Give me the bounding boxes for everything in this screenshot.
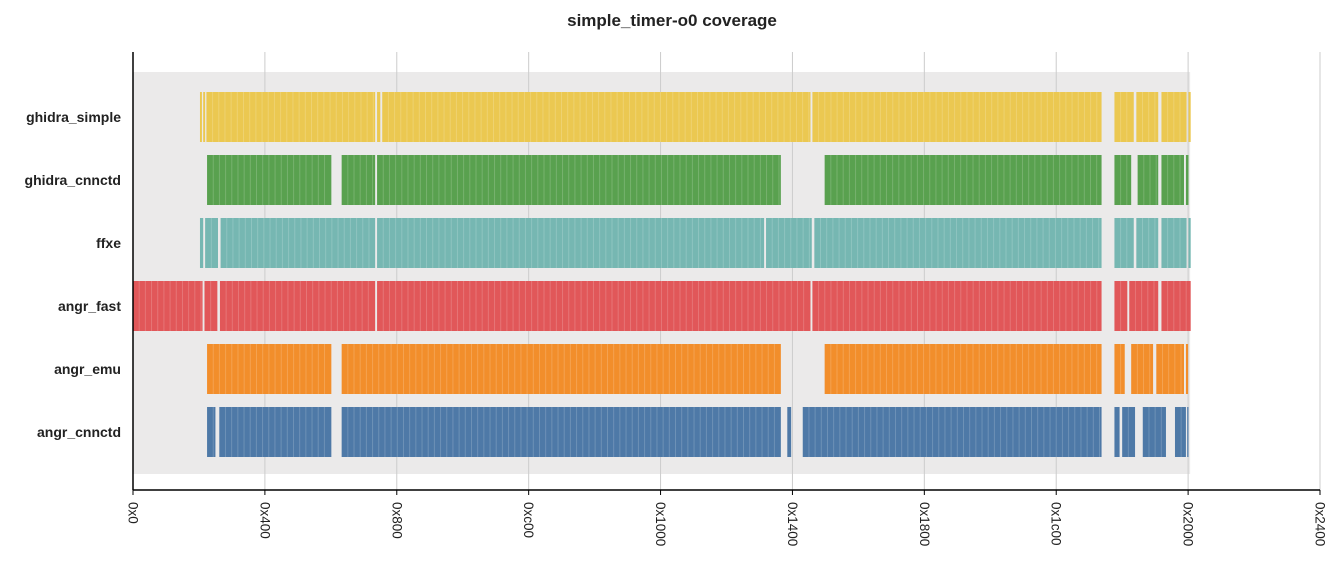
coverage-segment <box>1187 407 1189 457</box>
series-angr_cnnctd <box>207 407 1189 457</box>
coverage-segment <box>1161 218 1187 268</box>
coverage-segment <box>1188 92 1191 142</box>
coverage-segment <box>204 281 218 331</box>
coverage-segment <box>207 344 332 394</box>
coverage-segment <box>1161 281 1191 331</box>
series-ghidra_cnnctd <box>207 155 1189 205</box>
coverage-segment <box>205 218 219 268</box>
coverage-segment <box>812 281 1102 331</box>
coverage-segment <box>1136 218 1159 268</box>
coverage-segment <box>341 344 781 394</box>
coverage-segment <box>1188 218 1191 268</box>
coverage-segment <box>377 281 811 331</box>
coverage-segment <box>1142 407 1166 457</box>
coverage-segment <box>377 92 381 142</box>
coverage-segment <box>1114 344 1125 394</box>
coverage-segment <box>1174 407 1186 457</box>
chart-title: simple_timer-o0 coverage <box>567 11 777 30</box>
coverage-segment <box>207 407 216 457</box>
y-tick-label: angr_fast <box>58 298 121 314</box>
series-ffxe <box>199 218 1191 268</box>
coverage-segment <box>812 92 1102 142</box>
coverage-segment <box>824 344 1102 394</box>
x-tick-label: 0x800 <box>389 502 404 539</box>
coverage-segment <box>206 92 376 142</box>
x-tick-label: 0x0 <box>126 502 141 524</box>
coverage-segment <box>1114 218 1134 268</box>
coverage-segment <box>1136 92 1159 142</box>
x-tick-label: 0x2000 <box>1181 502 1196 546</box>
coverage-segment <box>377 155 781 205</box>
coverage-segment <box>220 218 376 268</box>
x-tick-label: 0x1000 <box>653 502 668 546</box>
coverage-segment <box>377 218 765 268</box>
series-angr_emu <box>207 344 1189 394</box>
x-tick-label: 0x400 <box>257 502 272 539</box>
coverage-segment <box>766 218 812 268</box>
coverage-segment <box>1131 344 1154 394</box>
coverage-segment <box>802 407 1102 457</box>
x-tick-label: 0xc00 <box>521 502 536 538</box>
coverage-segment <box>341 407 781 457</box>
y-tick-label: angr_emu <box>54 361 121 377</box>
x-tick-label: 0x1400 <box>785 502 800 546</box>
coverage-segment <box>1122 407 1136 457</box>
coverage-segment <box>207 155 332 205</box>
coverage-segment <box>199 218 204 268</box>
y-tick-label: angr_cnnctd <box>37 424 121 440</box>
coverage-segment <box>1114 281 1128 331</box>
coverage-segment <box>1129 281 1159 331</box>
coverage-segment <box>787 407 792 457</box>
coverage-segment <box>1161 155 1184 205</box>
coverage-segment <box>133 281 203 331</box>
coverage-segment <box>814 218 1102 268</box>
series-angr_fast <box>133 281 1191 331</box>
coverage-segment <box>382 92 811 142</box>
series-ghidra_simple <box>199 92 1191 142</box>
coverage-segment <box>1114 155 1132 205</box>
coverage-segment <box>203 92 206 142</box>
coverage-segment <box>219 407 332 457</box>
y-tick-label: ghidra_cnnctd <box>25 172 121 188</box>
coverage-segment <box>1185 344 1189 394</box>
coverage-segment <box>1161 92 1187 142</box>
coverage-segment <box>1185 155 1189 205</box>
coverage-segment <box>1114 92 1134 142</box>
coverage-segment <box>1156 344 1184 394</box>
y-tick-label: ffxe <box>96 235 121 251</box>
coverage-segment <box>199 92 202 142</box>
x-tick-label: 0x1c00 <box>1049 502 1064 546</box>
x-tick-label: 0x2400 <box>1313 502 1328 546</box>
coverage-segment <box>341 155 376 205</box>
y-tick-label: ghidra_simple <box>26 109 121 125</box>
coverage-segment <box>1137 155 1159 205</box>
x-tick-label: 0x1800 <box>917 502 932 546</box>
coverage-segment <box>1114 407 1120 457</box>
coverage-segment <box>219 281 376 331</box>
coverage-segment <box>824 155 1102 205</box>
